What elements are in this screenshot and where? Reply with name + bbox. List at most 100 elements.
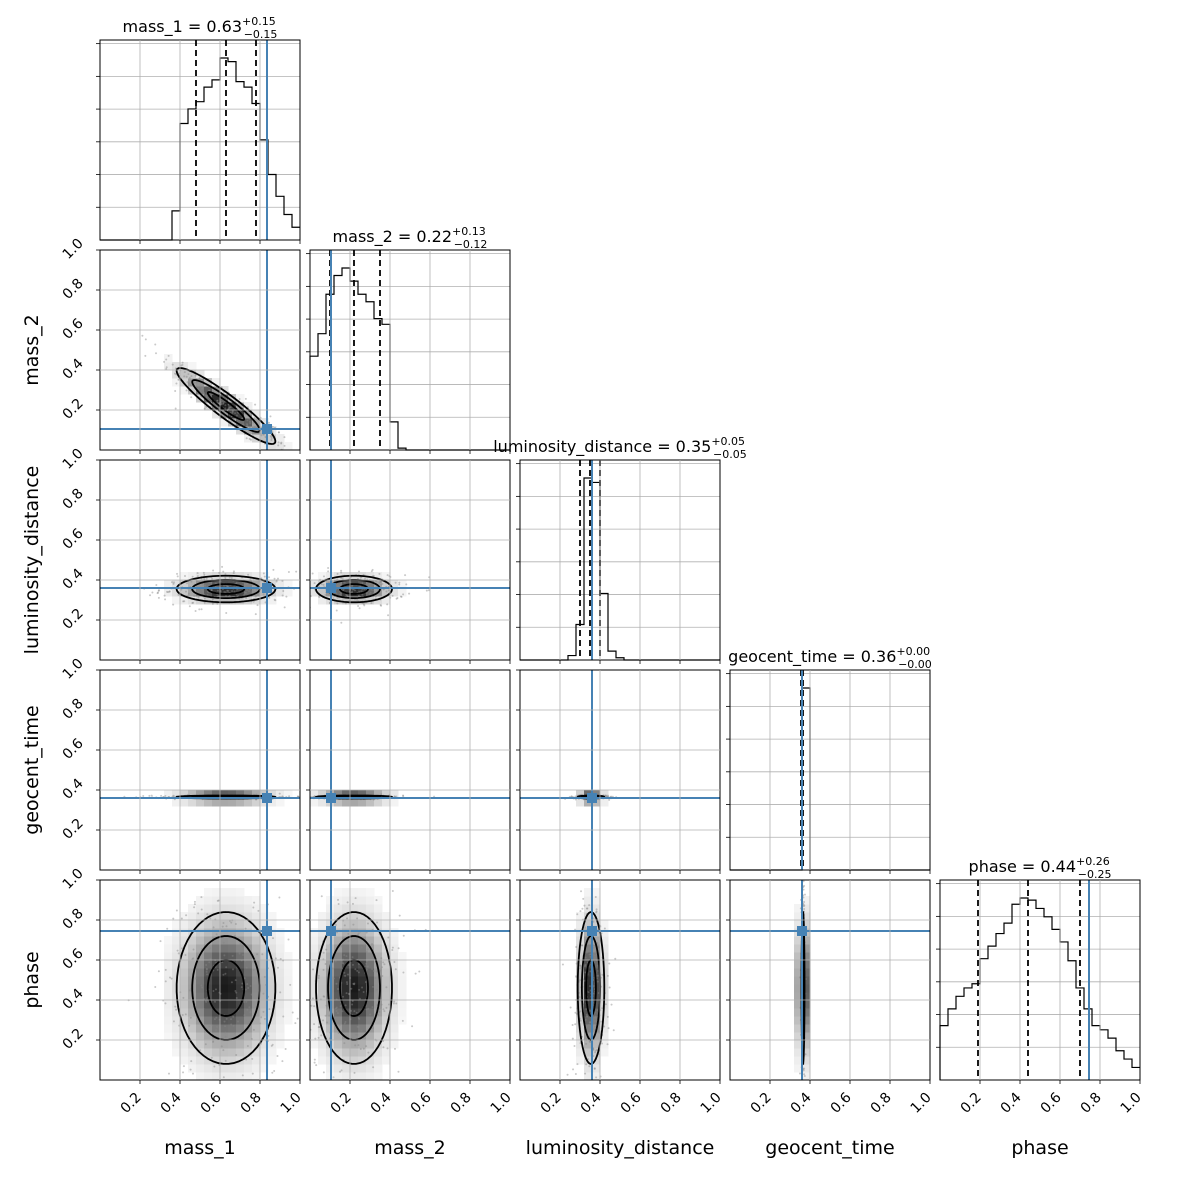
density-cell [350,1056,359,1065]
sample-point [340,621,343,624]
sample-point [404,574,407,577]
sample-point [589,970,592,973]
density-cell [318,572,327,581]
sample-point [296,795,299,798]
sample-point [190,396,193,399]
density-cell [390,1024,399,1033]
density-cell [584,944,593,953]
density-cell [366,936,375,945]
sample-point [354,1044,357,1047]
sample-point [224,573,227,576]
density-cell [794,976,803,985]
sample-point [228,407,231,410]
sample-point [201,590,204,593]
sample-point [585,907,588,910]
sample-point [331,967,334,970]
density-cell [180,1008,189,1017]
sample-point [364,981,367,984]
density-cell [334,888,343,897]
density-cell [236,790,245,799]
sample-point [371,568,374,571]
sample-point [246,589,249,592]
density-cell [366,1000,375,1009]
sample-point [364,965,367,968]
sample-point [338,1024,341,1027]
sample-point [291,1011,294,1014]
density-cell [576,1056,585,1065]
sample-point [380,604,383,607]
density-cell [244,402,253,411]
sample-point [230,1104,232,1106]
histogram-geocent_time [730,687,930,871]
sample-point [324,593,327,596]
sample-point [233,590,236,593]
sample-point [212,990,215,993]
density-cell [204,798,213,807]
sample-point [194,610,197,613]
sample-point [343,971,346,974]
density-cell [350,928,359,937]
density-cell [180,1032,189,1041]
sample-point [340,571,343,574]
density-cell [260,1048,269,1057]
sample-point [175,909,178,912]
sample-point [343,954,346,957]
sample-point [391,594,394,597]
sample-point [224,1031,227,1034]
sample-point [201,386,204,389]
sample-point [250,960,253,963]
density-cell [268,1024,277,1033]
sample-point [269,435,272,438]
sample-point [216,399,219,402]
sample-point [184,954,187,957]
sample-point [208,1025,211,1028]
sample-point [587,991,590,994]
sample-point [584,956,587,959]
sample-point [353,982,356,985]
density-cell [228,936,237,945]
density-cell [220,912,229,921]
sample-point [212,389,215,392]
sample-point [575,976,578,979]
density-cell [196,798,205,807]
sample-point [353,589,356,592]
density-cell [228,1000,237,1009]
density-cell [310,1008,319,1017]
sample-point [167,354,170,357]
scatter-panel-mass_1-vs-luminosity_distance: 0.20.40.60.81.0 [60,446,301,661]
density-cell [350,1000,359,1009]
density-cell [342,968,351,977]
sample-point [210,588,213,591]
sample-point [574,1072,577,1075]
density-cell [268,1040,277,1049]
density-cell [318,588,327,597]
sample-point [328,1014,331,1017]
truth-marker [262,424,272,434]
sample-point [337,898,340,901]
density-cell [268,442,277,450]
density-cell [228,1064,237,1073]
density-cell [350,596,359,605]
density-cell [276,952,285,961]
sample-point [247,590,250,593]
density-cell [358,1024,367,1033]
density-cell [212,928,221,937]
sample-point [212,569,215,572]
density-cell [164,960,173,969]
density-cell [196,1072,205,1080]
sample-point [803,1067,806,1070]
sample-point [234,923,237,926]
sample-point [180,917,183,920]
sample-point [223,411,226,414]
density-cell [188,362,197,371]
density-cell [318,1000,327,1009]
panel-frame [939,879,1141,1081]
density-cell [794,936,803,945]
sample-point [203,585,206,588]
sample-point [335,1007,338,1010]
sample-point [304,595,306,597]
sample-point [172,582,175,585]
sample-point [606,974,609,977]
density-cell [188,920,197,929]
sample-point [380,1003,383,1006]
